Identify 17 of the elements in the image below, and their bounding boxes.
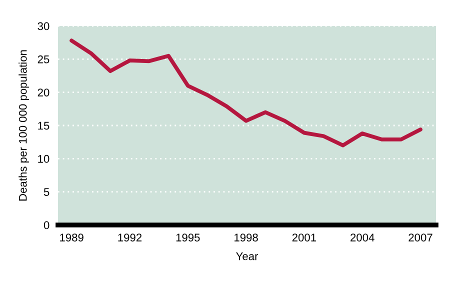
y-tick-label: 5 — [44, 188, 50, 196]
x-tick-label: 1995 — [176, 234, 200, 242]
line-series — [70, 38, 422, 148]
x-tick-label: 2004 — [350, 234, 374, 242]
y-tick-label: 20 — [38, 88, 50, 96]
x-tick-label: 1998 — [234, 234, 258, 242]
x-tick-label: 1992 — [118, 234, 142, 242]
y-axis-title: Deaths per 100 000 population — [18, 50, 29, 201]
x-tick-label: 2001 — [292, 234, 316, 242]
x-tick-label: 1989 — [60, 234, 84, 242]
x-axis-title: Year — [236, 252, 258, 260]
y-tick-label: 25 — [38, 55, 50, 64]
y-tick-label: 0 — [44, 221, 50, 230]
y-tick-label: 15 — [38, 122, 50, 130]
y-tick-label: 10 — [38, 154, 50, 163]
y-tick-label: 30 — [38, 22, 50, 30]
x-tick-label: 2007 — [408, 234, 432, 242]
